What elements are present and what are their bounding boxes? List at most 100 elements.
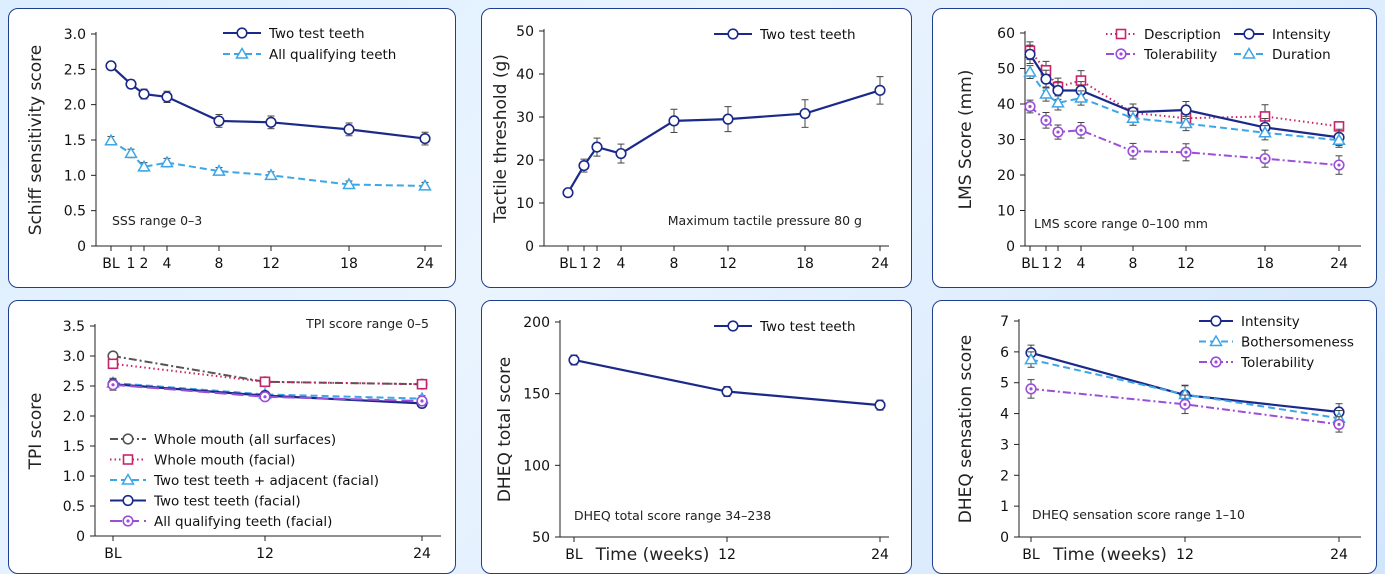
data-point-dot <box>1183 402 1187 406</box>
series-line <box>1029 50 1340 128</box>
legend-label: Duration <box>1272 47 1331 63</box>
legend-marker <box>235 47 249 59</box>
legend: Intensity Bothersomeness Tolerability <box>1199 314 1354 371</box>
data-point <box>419 132 431 145</box>
legend: Description Intensity Tolerability Duration <box>1106 27 1331 63</box>
y-tick-label: 1.5 <box>63 439 85 455</box>
y-tick-label: 200 <box>523 315 550 331</box>
y-axis-title: LMS Score (mm) <box>956 70 976 210</box>
series-4 <box>107 379 428 407</box>
data-point <box>874 399 886 411</box>
x-tick-label: 24 <box>1330 256 1348 272</box>
data-point-dot <box>420 399 424 403</box>
data-point <box>1039 87 1053 99</box>
x-tick-label: 24 <box>413 546 431 562</box>
y-tick-label: 30 <box>997 133 1015 149</box>
legend-marker-dot <box>1119 52 1123 56</box>
y-tick-label: 2.0 <box>64 98 86 114</box>
legend-marker <box>122 494 134 507</box>
data-point <box>213 115 225 127</box>
legend-label: Description <box>1144 27 1221 43</box>
x-tick-label: BL <box>102 256 120 272</box>
data-point <box>107 358 119 370</box>
x-tick-label: BL <box>104 546 122 562</box>
y-tick-label: 20 <box>516 153 534 169</box>
data-point <box>1040 73 1052 85</box>
x-tick-label: BL <box>1022 547 1040 563</box>
legend-marker <box>1242 47 1256 59</box>
data-point-dot <box>1337 163 1341 167</box>
legend-label: All qualifying teeth (facial) <box>154 514 332 530</box>
x-tick-label: 2 <box>140 256 149 272</box>
data-point <box>722 113 734 125</box>
data-point <box>259 376 271 388</box>
range-annotation: DHEQ sensation score range 1–10 <box>1032 507 1245 522</box>
y-tick-label: 2 <box>1000 468 1009 484</box>
legend: Two test teeth All qualifying teeth <box>223 26 396 63</box>
y-tick-label: 10 <box>997 204 1015 220</box>
y-tick-label: 3.0 <box>64 27 86 43</box>
legend-label: Intensity <box>1272 27 1331 43</box>
data-point <box>562 187 574 199</box>
legend: Whole mouth (all surfaces) Whole mouth (f… <box>110 432 379 530</box>
legend-marker <box>122 433 134 445</box>
data-point <box>1179 116 1193 129</box>
chart-dheq-total: 50 100 150 200 BL 12 24 DHEQ total score Time (w… <box>495 315 889 565</box>
y-tick-label: 0.5 <box>64 204 86 220</box>
y-tick-label: 40 <box>516 67 534 83</box>
data-point <box>138 88 150 100</box>
data-point <box>721 385 733 398</box>
panel-schiff-sensitivity: 0 0.5 1.0 1.5 2.0 2.5 3.0 BL 1 2 4 8 12 18 24 Schiff se… <box>8 8 456 288</box>
data-point-dot <box>1337 422 1341 426</box>
data-point <box>125 78 137 90</box>
data-point <box>1074 90 1088 103</box>
x-tick-label: 1 <box>580 256 589 272</box>
data-point-dot <box>1029 387 1033 391</box>
y-tick-label: 3.0 <box>63 349 85 365</box>
legend-marker <box>727 320 739 332</box>
x-tick-label: 8 <box>1129 256 1138 272</box>
data-point <box>416 378 428 390</box>
data-point-dot <box>1044 118 1048 122</box>
data-point <box>418 178 432 191</box>
legend-marker-dot <box>126 519 130 523</box>
series-2 <box>1025 379 1345 433</box>
range-annotation: DHEQ total score range 34–238 <box>574 508 771 523</box>
x-tick-label: 24 <box>416 256 434 272</box>
x-tick-label: 24 <box>1330 547 1348 563</box>
data-point <box>578 159 590 172</box>
x-tick-label: 1 <box>1042 256 1051 272</box>
y-tick-label: 6 <box>1000 345 1009 361</box>
series-line <box>1029 71 1340 142</box>
panel-tactile-threshold: 0 10 20 30 40 50 BL 1 2 4 8 12 18 24 Tactile threshold… <box>481 8 912 288</box>
data-point-dot <box>111 383 115 387</box>
x-tick-label: 4 <box>163 256 172 272</box>
x-tick-label: 4 <box>617 256 626 272</box>
y-tick-label: 50 <box>516 24 534 40</box>
data-point <box>342 177 356 190</box>
legend-label: Two test teeth + adjacent (facial) <box>153 473 379 489</box>
x-tick-label: 12 <box>1176 547 1194 563</box>
legend-marker <box>1209 334 1223 347</box>
y-tick-label: 20 <box>997 168 1015 184</box>
y-tick-label: 1.0 <box>64 168 86 184</box>
y-axis-title: DHEQ total score <box>495 357 515 502</box>
data-point-dot <box>1263 157 1267 161</box>
x-tick-label: 24 <box>871 547 889 563</box>
chart-tpi-score: 0 0.5 1.0 1.5 2.0 2.5 3.0 3.5 BL 12 24 TPI score TPI… <box>26 316 441 562</box>
legend-label: Whole mouth (all surfaces) <box>154 432 336 448</box>
data-point <box>1126 111 1140 123</box>
legend-label: Two test teeth <box>268 26 365 42</box>
y-tick-label: 150 <box>523 387 550 403</box>
data-point <box>105 60 117 72</box>
y-tick-label: 3.5 <box>63 319 85 335</box>
x-tick-label: 12 <box>262 256 280 272</box>
data-point <box>264 168 278 181</box>
legend-marker <box>1210 315 1222 327</box>
panel-dheq-sensation: 0 1 2 3 4 5 6 7 BL 12 24 DHEQ sensation score Time (… <box>932 300 1377 574</box>
x-axis-title: Time (weeks) <box>1052 545 1167 565</box>
x-tick-label: BL <box>1021 256 1039 272</box>
data-point <box>212 164 226 176</box>
